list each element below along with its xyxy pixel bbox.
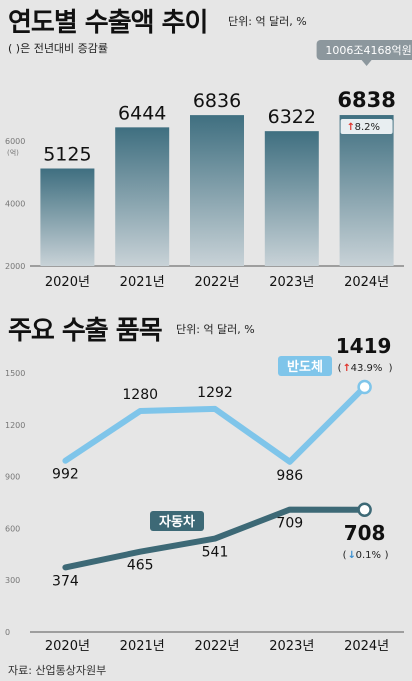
automobile-highlight-value: 708 xyxy=(344,521,386,545)
bar-value-label: 5125 xyxy=(43,144,91,166)
line-y-tick: 900 xyxy=(5,473,20,482)
point-value-label: 992 xyxy=(52,467,79,483)
point-value-label: 541 xyxy=(202,545,229,561)
bar-chart-note: ( )은 전년대비 증감률 xyxy=(8,42,109,55)
bar-x-label: 2024년 xyxy=(344,275,389,290)
source-note: 자료: 산업통상자원부 xyxy=(8,664,107,677)
point-value-label: 986 xyxy=(276,468,303,484)
point-value-label: 374 xyxy=(52,573,79,589)
bar-change-badge: ↑ 8.2% xyxy=(340,119,393,135)
bar-y-unit: (억) xyxy=(7,149,19,157)
point-value-label: 1292 xyxy=(197,385,233,401)
automobile-change: (↓ 0.1%) xyxy=(343,550,389,561)
down-arrow-icon: ↓ xyxy=(348,550,356,561)
line-x-label: 2022년 xyxy=(194,639,239,654)
line-y-tick: 1500 xyxy=(5,369,25,378)
bar-value-label: 6444 xyxy=(118,102,166,124)
bar-y-tick: 4000 xyxy=(5,200,25,209)
point-value-label: 709 xyxy=(276,516,303,532)
automobile-change-value: 0.1% xyxy=(356,550,381,561)
bar-change-value: 8.2% xyxy=(355,122,380,133)
bar-x-label: 2020년 xyxy=(45,275,90,290)
series-end-marker xyxy=(357,502,372,518)
bar-highlight-value: 6838 xyxy=(337,88,395,112)
up-arrow-icon: ↑ xyxy=(347,122,355,133)
line-chart-title: 주요 수출 품목 xyxy=(8,316,163,346)
line-x-label: 2024년 xyxy=(344,639,389,654)
bar-chart-unit: 단위: 억 달러, % xyxy=(228,15,307,28)
semiconductor-change: (↑ 43.9%) xyxy=(338,363,393,374)
line-chart-unit: 단위: 억 달러, % xyxy=(176,323,255,336)
bar-2020년 xyxy=(40,168,95,266)
svg-text:(: ( xyxy=(338,363,342,374)
series-end-marker xyxy=(357,379,372,395)
svg-text:): ) xyxy=(389,363,393,374)
line-x-label: 2023년 xyxy=(269,639,314,654)
bar-chart-title: 연도별 수출액 추이 xyxy=(8,8,208,38)
line-x-label: 2020년 xyxy=(45,639,90,654)
svg-text:자동차: 자동차 xyxy=(159,514,195,530)
bar-x-label: 2023년 xyxy=(269,275,314,290)
bar-y-tick: 2000 xyxy=(5,262,25,271)
bar-x-label: 2022년 xyxy=(194,275,239,290)
bar-2021년 xyxy=(115,127,170,266)
semiconductor-highlight-value: 1419 xyxy=(336,334,392,358)
svg-text:반도체: 반도체 xyxy=(287,359,323,375)
bar-callout: 1006조4168억원 xyxy=(316,40,412,66)
semiconductor-series-label: 반도체 xyxy=(278,356,332,376)
bar-2022년 xyxy=(190,115,244,267)
bar-y-tick: 6000 xyxy=(5,137,25,146)
svg-text:(: ( xyxy=(343,550,347,561)
line-y-tick: 1200 xyxy=(5,421,25,430)
line-y-tick: 300 xyxy=(5,576,20,585)
line-y-tick: 600 xyxy=(5,524,20,533)
bar-2023년 xyxy=(264,131,319,266)
series-line-반도체 xyxy=(62,383,368,465)
bar-2024년 xyxy=(339,115,394,266)
point-value-label: 465 xyxy=(127,558,154,574)
bar-value-label: 6836 xyxy=(193,90,241,112)
svg-text:): ) xyxy=(385,550,389,561)
automobile-series-label: 자동차 xyxy=(150,511,204,531)
line-x-label: 2021년 xyxy=(120,639,165,654)
semiconductor-change-value: 43.9% xyxy=(351,363,383,374)
bar-x-label: 2021년 xyxy=(120,275,165,290)
point-value-label: 1280 xyxy=(122,387,158,403)
series-line-자동차 xyxy=(62,506,368,571)
up-arrow-icon: ↑ xyxy=(343,363,351,374)
line-y-tick: 0 xyxy=(5,628,10,637)
bar-callout-text: 1006조4168억원 xyxy=(325,44,411,57)
bar-value-label: 6322 xyxy=(268,106,316,128)
